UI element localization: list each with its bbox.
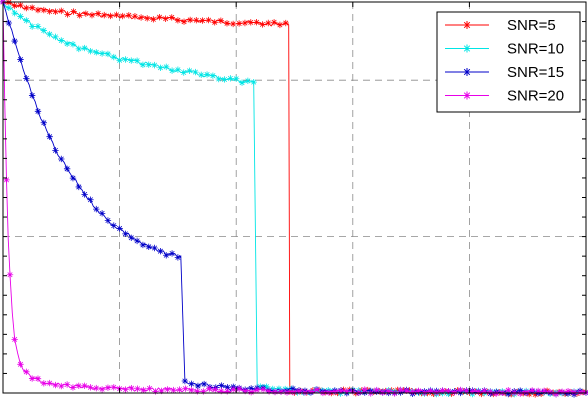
- legend-label: SNR=15: [507, 64, 564, 81]
- legend-label: SNR=20: [507, 88, 564, 105]
- legend-marker: [463, 44, 471, 53]
- legend-item-3: SNR=20: [445, 88, 564, 105]
- legend-marker: [463, 68, 471, 76]
- legend-marker: [463, 91, 471, 100]
- legend-item-2: SNR=15: [445, 64, 564, 81]
- series-line: [2, 1, 587, 395]
- legend-label: SNR=5: [507, 17, 556, 34]
- legend-marker: [463, 21, 471, 29]
- axes: [2, 1, 587, 394]
- legend-item-1: SNR=10: [445, 41, 564, 58]
- legend-label: SNR=10: [507, 41, 564, 58]
- legend: SNR=5 SNR=10 SNR=15 SNR=20: [436, 11, 581, 113]
- legend-item-0: SNR=5: [445, 17, 556, 34]
